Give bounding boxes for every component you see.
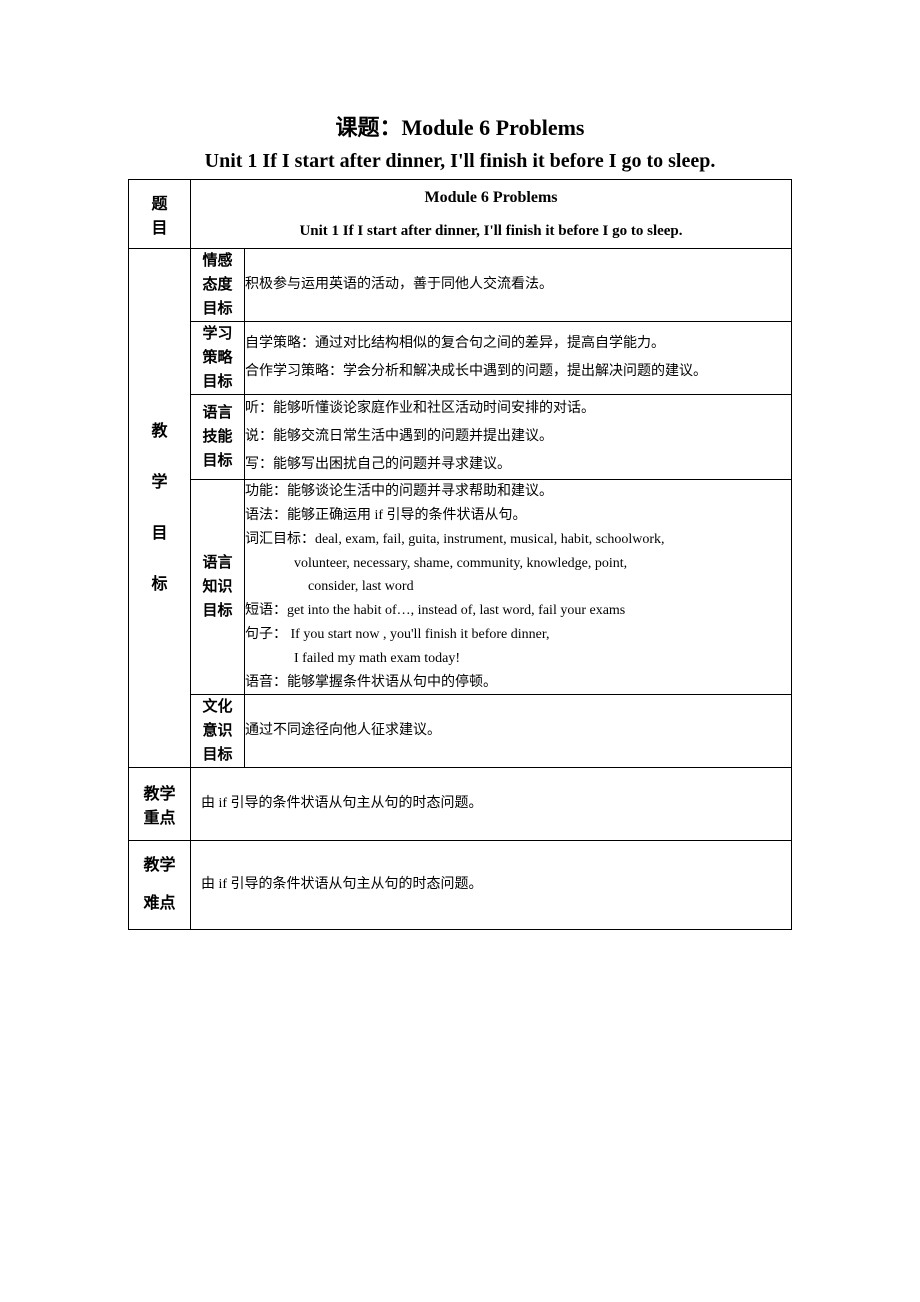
cell-knowledge: 功能：能够谈论生活中的问题并寻求帮助和建议。 语法：能够正确运用 if 引导的条… (245, 480, 792, 695)
skl-c1: 语言 (191, 401, 244, 425)
row-culture: 文化 意识 目标 通过不同途径向他人征求建议。 (129, 695, 792, 768)
cell-difficult: 由 if 引导的条件状语从句主从句的时态问题。 (191, 841, 792, 930)
strategy-line1: 自学策略：通过对比结构相似的复合句之间的差异，提高自学能力。 (245, 330, 791, 358)
label-obj-c3: 目 (129, 508, 190, 559)
label-objectives: 教 学 目 标 (129, 249, 191, 768)
row-key: 教学 重点 由 if 引导的条件状语从句主从句的时态问题。 (129, 768, 792, 841)
label-topic-c1: 题 (129, 190, 190, 214)
skl-c2: 技能 (191, 425, 244, 449)
kng-line3b: volunteer, necessary, shame, community, … (245, 552, 791, 576)
aff-c3: 目标 (191, 297, 244, 321)
label-difficult: 教学 难点 (129, 841, 191, 930)
str-c3: 目标 (191, 370, 244, 394)
str-c2: 策略 (191, 346, 244, 370)
sublabel-culture: 文化 意识 目标 (191, 695, 245, 768)
cell-skill: 听：能够听懂谈论家庭作业和社区活动时间安排的对话。 说：能够交流日常生活中遇到的… (245, 395, 792, 480)
cul-c3: 目标 (191, 743, 244, 767)
kng-line4: 短语：get into the habit of…, instead of, l… (245, 599, 791, 623)
cell-topic-content: Module 6 Problems Unit 1 If I start afte… (191, 180, 792, 249)
kng-c1: 语言 (191, 551, 244, 575)
cul-c2: 意识 (191, 719, 244, 743)
label-obj-c1: 教 (129, 406, 190, 457)
cell-key: 由 if 引导的条件状语从句主从句的时态问题。 (191, 768, 792, 841)
label-obj-c2: 学 (129, 457, 190, 508)
sublabel-strategy: 学习 策略 目标 (191, 322, 245, 395)
row-difficult: 教学 难点 由 if 引导的条件状语从句主从句的时态问题。 (129, 841, 792, 930)
cell-culture: 通过不同途径向他人征求建议。 (245, 695, 792, 768)
topic-module-title: Module 6 Problems (191, 180, 791, 215)
title-prefix: 课题： (336, 115, 402, 140)
kng-line3: 词汇目标：deal, exam, fail, guita, instrument… (245, 528, 791, 552)
label-topic-c2: 目 (129, 214, 190, 238)
dif-c2: 难点 (129, 885, 190, 923)
cell-affective: 积极参与运用英语的活动，善于同他人交流看法。 (245, 249, 792, 322)
cell-strategy: 自学策略：通过对比结构相似的复合句之间的差异，提高自学能力。 合作学习策略：学会… (245, 322, 792, 395)
key-c2: 重点 (129, 804, 190, 828)
row-knowledge: 语言 知识 目标 功能：能够谈论生活中的问题并寻求帮助和建议。 语法：能够正确运… (129, 480, 792, 695)
label-key: 教学 重点 (129, 768, 191, 841)
str-c1: 学习 (191, 322, 244, 346)
title-module: Module 6 Problems (402, 115, 585, 140)
kng-line5b: I failed my math exam today! (245, 647, 791, 671)
cul-c1: 文化 (191, 695, 244, 719)
label-topic: 题 目 (129, 180, 191, 249)
topic-unit-title: Unit 1 If I start after dinner, I'll fin… (191, 215, 791, 248)
key-c1: 教学 (129, 780, 190, 804)
page-title-line2: Unit 1 If I start after dinner, I'll fin… (128, 150, 792, 173)
kng-line3c: consider, last word (245, 575, 791, 599)
sublabel-skill: 语言 技能 目标 (191, 395, 245, 480)
skl-c3: 目标 (191, 449, 244, 473)
skill-line2: 说：能够交流日常生活中遇到的问题并提出建议。 (245, 423, 791, 451)
skill-line1: 听：能够听懂谈论家庭作业和社区活动时间安排的对话。 (245, 395, 791, 423)
row-affective: 教 学 目 标 情感 态度 目标 积极参与运用英语的活动，善于同他人交流看法。 (129, 249, 792, 322)
lesson-plan-table: 题 目 Module 6 Problems Unit 1 If I start … (128, 179, 792, 930)
row-topic: 题 目 Module 6 Problems Unit 1 If I start … (129, 180, 792, 249)
strategy-line2: 合作学习策略：学会分析和解决成长中遇到的问题，提出解决问题的建议。 (245, 358, 791, 386)
page-title-line1: 课题：Module 6 Problems (128, 110, 792, 142)
kng-line1: 功能：能够谈论生活中的问题并寻求帮助和建议。 (245, 480, 791, 504)
row-strategy: 学习 策略 目标 自学策略：通过对比结构相似的复合句之间的差异，提高自学能力。 … (129, 322, 792, 395)
dif-c1: 教学 (129, 847, 190, 885)
kng-c2: 知识 (191, 575, 244, 599)
sublabel-knowledge: 语言 知识 目标 (191, 480, 245, 695)
aff-c2: 态度 (191, 273, 244, 297)
row-skill: 语言 技能 目标 听：能够听懂谈论家庭作业和社区活动时间安排的对话。 说：能够交… (129, 395, 792, 480)
kng-c3: 目标 (191, 599, 244, 623)
kng-line2: 语法：能够正确运用 if 引导的条件状语从句。 (245, 504, 791, 528)
lesson-plan-page: 课题：Module 6 Problems Unit 1 If I start a… (0, 0, 920, 1040)
kng-line6: 语音：能够掌握条件状语从句中的停顿。 (245, 671, 791, 695)
skill-line3: 写：能够写出困扰自己的问题并寻求建议。 (245, 451, 791, 479)
aff-c1: 情感 (191, 249, 244, 273)
sublabel-affective: 情感 态度 目标 (191, 249, 245, 322)
kng-line5: 句子： If you start now , you'll finish it … (245, 623, 791, 647)
label-obj-c4: 标 (129, 559, 190, 610)
